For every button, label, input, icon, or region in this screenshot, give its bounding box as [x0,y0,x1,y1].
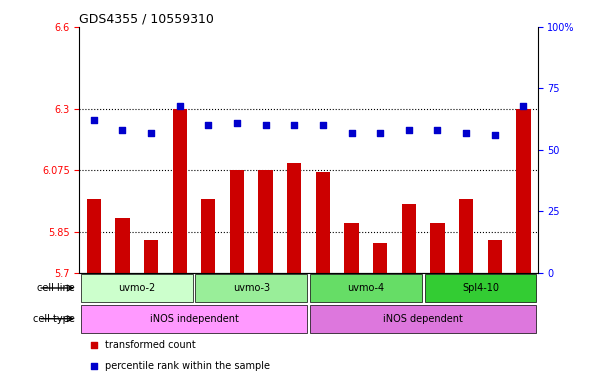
Point [89,117,98,123]
Bar [430,223,445,273]
Point [461,129,471,136]
Bar [144,240,158,273]
Point [203,122,213,128]
Point [490,132,500,138]
Text: cell line: cell line [37,283,75,293]
Bar [172,109,187,273]
Bar [345,223,359,273]
Point [89,342,98,348]
FancyBboxPatch shape [81,305,307,333]
Bar [459,199,474,273]
Text: GDS4355 / 10559310: GDS4355 / 10559310 [79,13,214,26]
Bar [115,218,130,273]
Point [290,122,299,128]
Point [433,127,442,133]
FancyBboxPatch shape [425,274,536,302]
Bar [201,199,216,273]
Text: iNOS independent: iNOS independent [150,314,238,324]
FancyBboxPatch shape [310,274,422,302]
Point [519,103,529,109]
Point [117,127,127,133]
Point [318,122,327,128]
Point [89,362,98,369]
Bar [258,170,273,273]
Text: Spl4-10: Spl4-10 [462,283,499,293]
Point [404,127,414,133]
Text: uvmo-4: uvmo-4 [347,283,384,293]
Bar [87,199,101,273]
Text: transformed count: transformed count [105,339,196,350]
Bar [488,240,502,273]
Text: uvmo-3: uvmo-3 [233,283,270,293]
Bar [373,243,387,273]
Bar [316,172,330,273]
Text: iNOS dependent: iNOS dependent [383,314,463,324]
Bar [401,204,416,273]
Point [261,122,271,128]
Point [375,129,385,136]
FancyBboxPatch shape [196,274,307,302]
FancyBboxPatch shape [310,305,536,333]
Text: uvmo-2: uvmo-2 [118,283,155,293]
Text: percentile rank within the sample: percentile rank within the sample [105,361,270,371]
Bar [230,170,244,273]
Bar [287,164,301,273]
FancyBboxPatch shape [81,274,192,302]
Point [146,129,156,136]
Point [175,103,185,109]
Bar [516,109,530,273]
Text: cell type: cell type [33,314,75,324]
Point [232,120,242,126]
Point [346,129,356,136]
